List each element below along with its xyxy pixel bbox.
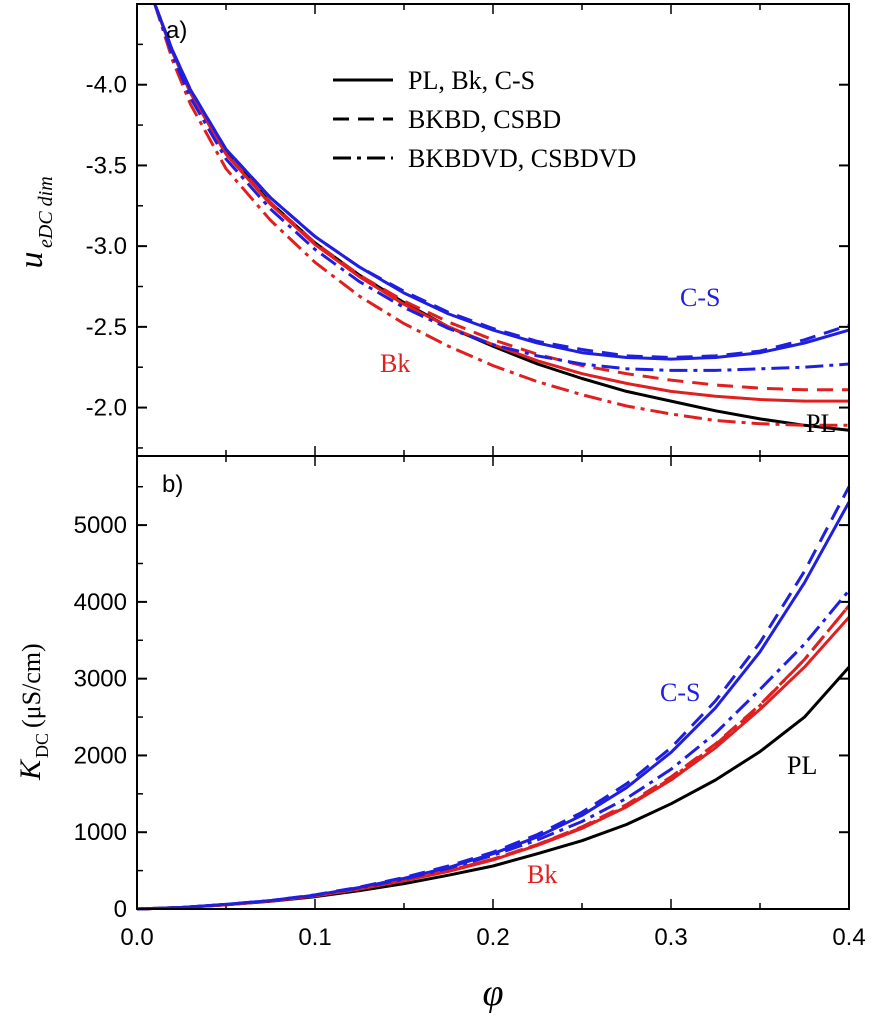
x-tick-label: 0.2: [476, 924, 509, 951]
x-axis-label: φ: [482, 972, 503, 1014]
series-line-b: [136, 604, 851, 911]
series-line-a: [153, 3, 850, 372]
svg-text:(μS/cm): (μS/cm): [17, 643, 46, 728]
panel-b-ticks: 0 1000 2000 3000 4000 5000 0.0 0.1 0.2 0.3 0.4: [74, 456, 866, 951]
annotation-bk-a: Bk: [380, 349, 410, 378]
annotation-cs-b: C-S: [660, 678, 700, 707]
panel-a-ytick-label: -4.0: [86, 72, 127, 99]
x-tick-label: 0.0: [120, 924, 153, 951]
series-line-a: [153, 3, 850, 361]
panel-b-ytick-label: 3000: [74, 666, 127, 693]
panel-a-ytick-label: -3.5: [86, 152, 127, 179]
panel-b-ytick-label: 2000: [74, 742, 127, 769]
panel-a-ytick-label: -3.0: [86, 233, 127, 260]
annotation-cs-a: C-S: [680, 283, 720, 312]
svg-text:K: K: [14, 758, 47, 781]
panel-a-label: a): [166, 17, 187, 44]
panel-b-ytick-label: 0: [114, 896, 127, 923]
panel-a-ylabel: u eDC dim: [13, 176, 57, 268]
panel-b-ytick-label: 5000: [74, 512, 127, 539]
annotation-pl-b: PL: [787, 751, 817, 780]
x-tick-label: 0.4: [832, 924, 865, 951]
series-line-b: [136, 589, 851, 911]
panel-b-label: b): [162, 471, 183, 498]
panel-b-frame: [136, 455, 850, 910]
series-line-b: [136, 604, 851, 911]
series-line-b: [136, 666, 851, 911]
panel-a-ticks: -4.0 -3.5 -3.0 -2.5 -2.0: [86, 4, 850, 456]
panel-b-ytick-label: 1000: [74, 819, 127, 846]
svg-text:u: u: [13, 252, 50, 269]
series-line-a: [153, 3, 850, 359]
panel-a: -4.0 -3.5 -3.0 -2.5 -2.0 a) PL, Bk, C-S BKBD…: [13, 3, 850, 457]
series-line-a: [153, 3, 849, 392]
series-line-b: [136, 486, 851, 911]
svg-text:DC: DC: [32, 733, 52, 758]
legend: PL, Bk, C-S BKBD, CSBD BKBDVD, CSBDVD: [333, 66, 636, 173]
series-line-a: [153, 3, 849, 427]
legend-entry-3: BKBDVD, CSBDVD: [408, 144, 636, 173]
x-tick-label: 0.3: [654, 924, 687, 951]
panel-b-series: [136, 486, 851, 911]
annotation-bk-b: Bk: [527, 860, 557, 889]
x-tick-label: 0.1: [298, 924, 331, 951]
panel-b-ytick-label: 4000: [74, 589, 127, 616]
svg-text:eDC dim: eDC dim: [35, 176, 57, 248]
panel-a-ytick-label: -2.5: [86, 314, 127, 341]
panel-a-ytick-label: -2.0: [86, 395, 127, 422]
legend-entry-1: PL, Bk, C-S: [408, 66, 535, 95]
legend-entry-2: BKBD, CSBD: [408, 105, 561, 134]
panel-a-series: [153, 3, 850, 432]
panel-b-ylabel: K DC (μS/cm): [14, 643, 52, 781]
annotation-pl-a: PL: [806, 409, 836, 438]
